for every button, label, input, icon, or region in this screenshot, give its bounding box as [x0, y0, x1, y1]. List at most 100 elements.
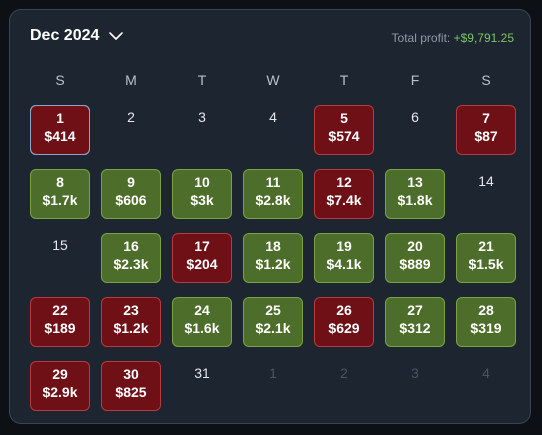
- calendar-day-cell[interactable]: 12 $7.4k: [314, 169, 374, 219]
- calendar-day-cell[interactable]: 27 $312: [385, 297, 445, 347]
- day-number: 1: [56, 110, 64, 126]
- calendar-day-cell[interactable]: 16 $2.3k: [101, 233, 161, 283]
- day-pnl-amount: $2.8k: [255, 192, 291, 208]
- total-profit-label: Total profit:: [391, 31, 451, 45]
- day-number: 10: [194, 174, 210, 190]
- calendar-day-cell[interactable]: 8 $1.7k: [30, 169, 90, 219]
- day-pnl-amount: $1.2k: [255, 256, 291, 272]
- day-pnl-amount: $1.6k: [184, 320, 220, 336]
- month-selector[interactable]: Dec 2024: [30, 27, 124, 45]
- day-pnl-amount: $87: [474, 128, 498, 144]
- day-number: 22: [52, 302, 68, 318]
- calendar-day-cell[interactable]: 13 $1.8k: [385, 169, 445, 219]
- day-pnl-amount: $2.3k: [113, 256, 149, 272]
- day-number: 5: [340, 110, 348, 126]
- calendar-day-cell[interactable]: 5 $574: [314, 105, 374, 155]
- day-number: 30: [123, 366, 139, 382]
- day-number: 26: [336, 302, 352, 318]
- day-number: 2: [340, 365, 348, 381]
- calendar-day-cell[interactable]: 30 $825: [101, 361, 161, 411]
- calendar-day-cell[interactable]: 22 $189: [30, 297, 90, 347]
- calendar-day-cell[interactable]: 4: [456, 361, 516, 411]
- calendar-day-cell[interactable]: 19 $4.1k: [314, 233, 374, 283]
- day-number: 17: [194, 238, 210, 254]
- calendar-day-cell[interactable]: 1: [243, 361, 303, 411]
- calendar-day-cell[interactable]: 7 $87: [456, 105, 516, 155]
- chevron-down-icon[interactable]: [109, 31, 124, 41]
- calendar-day-cell[interactable]: 15: [30, 233, 90, 283]
- day-pnl-amount: $2.9k: [42, 384, 78, 400]
- day-pnl-amount: $1.5k: [468, 256, 504, 272]
- day-number: 15: [52, 237, 68, 253]
- weekday-label: T: [339, 72, 349, 88]
- month-label: Dec 2024: [30, 27, 100, 44]
- day-number: 12: [336, 174, 352, 190]
- day-pnl-amount: $1.2k: [113, 320, 149, 336]
- calendar-day-cell[interactable]: 31: [172, 361, 232, 411]
- day-pnl-amount: $629: [328, 320, 360, 336]
- day-number: 11: [265, 174, 281, 190]
- day-pnl-amount: $204: [186, 256, 218, 272]
- calendar-day-cell[interactable]: 2: [314, 361, 374, 411]
- day-number: 19: [336, 238, 352, 254]
- calendar-day-cell[interactable]: 2: [101, 105, 161, 155]
- day-number: 16: [123, 238, 139, 254]
- day-number: 4: [482, 365, 490, 381]
- day-pnl-amount: $889: [399, 256, 431, 272]
- day-number: 29: [52, 366, 68, 382]
- day-pnl-amount: $312: [399, 320, 431, 336]
- day-pnl-amount: $825: [115, 384, 147, 400]
- day-pnl-amount: $3k: [190, 192, 214, 208]
- day-pnl-amount: $574: [328, 128, 360, 144]
- day-number: 14: [478, 173, 494, 189]
- total-profit: Total profit: +$9,791.25: [392, 31, 514, 45]
- calendar-day-cell[interactable]: 18 $1.2k: [243, 233, 303, 283]
- calendar-day-cell[interactable]: 4: [243, 105, 303, 155]
- day-number: 31: [194, 365, 210, 381]
- day-pnl-amount: $1.8k: [397, 192, 433, 208]
- day-number: 21: [478, 238, 494, 254]
- day-number: 7: [482, 110, 490, 126]
- day-number: 8: [56, 174, 64, 190]
- total-profit-value: +$9,791.25: [453, 31, 514, 45]
- calendar-day-cell[interactable]: 14: [456, 169, 516, 219]
- calendar-day-cell[interactable]: 28 $319: [456, 297, 516, 347]
- day-number: 3: [411, 365, 419, 381]
- calendar-day-cell[interactable]: 23 $1.2k: [101, 297, 161, 347]
- weekday-label: W: [266, 72, 280, 88]
- day-number: 20: [407, 238, 423, 254]
- day-number: 28: [478, 302, 494, 318]
- day-number: 6: [411, 109, 419, 125]
- day-pnl-amount: $1.7k: [42, 192, 78, 208]
- calendar-day-cell[interactable]: 24 $1.6k: [172, 297, 232, 347]
- weekday-label: S: [481, 72, 491, 88]
- day-pnl-amount: $2.1k: [255, 320, 291, 336]
- calendar-day-cell[interactable]: 10 $3k: [172, 169, 232, 219]
- calendar-day-cell[interactable]: 3: [172, 105, 232, 155]
- day-number: 4: [269, 109, 277, 125]
- day-number: 3: [198, 109, 206, 125]
- day-pnl-amount: $319: [470, 320, 502, 336]
- day-number: 2: [127, 109, 135, 125]
- calendar-day-cell[interactable]: 21 $1.5k: [456, 233, 516, 283]
- day-number: 9: [127, 174, 135, 190]
- calendar-day-cell[interactable]: 29 $2.9k: [30, 361, 90, 411]
- calendar-day-cell[interactable]: 1 $414: [30, 105, 90, 155]
- day-number: 27: [407, 302, 423, 318]
- calendar-day-cell[interactable]: 3: [385, 361, 445, 411]
- weekday-label: F: [410, 72, 420, 88]
- day-pnl-amount: $189: [44, 320, 76, 336]
- calendar-day-cell[interactable]: 17 $204: [172, 233, 232, 283]
- calendar-day-cell[interactable]: 6: [385, 105, 445, 155]
- day-number: 13: [407, 174, 423, 190]
- calendar-panel: Dec 2024 Total profit: +$9,791.25 S M T W T F…: [9, 9, 531, 424]
- calendar-day-cell[interactable]: 26 $629: [314, 297, 374, 347]
- weekday-label: S: [55, 72, 65, 88]
- day-number: 25: [265, 302, 281, 318]
- calendar-day-cell[interactable]: 25 $2.1k: [243, 297, 303, 347]
- calendar-day-cell[interactable]: 9 $606: [101, 169, 161, 219]
- calendar-day-cell[interactable]: 20 $889: [385, 233, 445, 283]
- day-pnl-amount: $414: [44, 128, 76, 144]
- day-pnl-amount: $4.1k: [326, 256, 362, 272]
- calendar-day-cell[interactable]: 11 $2.8k: [243, 169, 303, 219]
